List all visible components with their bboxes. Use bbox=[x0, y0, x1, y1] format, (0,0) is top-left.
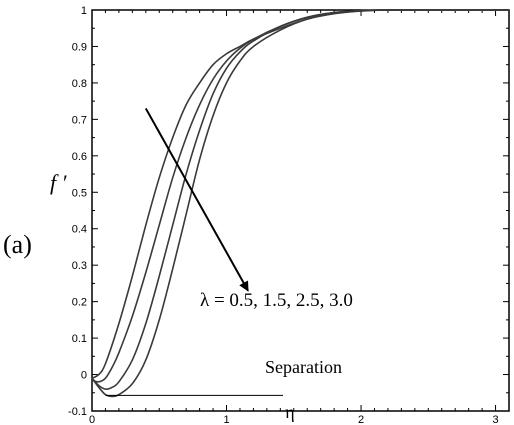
separation-label: Separation bbox=[265, 357, 342, 377]
x-tick-label: 1 bbox=[223, 414, 229, 425]
plot-frame bbox=[92, 10, 509, 411]
y-tick-label: 0.3 bbox=[72, 260, 87, 272]
y-tick-label: 1 bbox=[81, 5, 87, 17]
lambda-arrow bbox=[146, 108, 248, 290]
y-tick-label: 0.4 bbox=[72, 224, 87, 236]
series-line-1 bbox=[92, 10, 509, 378]
y-tick-label: 0.2 bbox=[72, 297, 87, 309]
y-tick-label: 0.9 bbox=[72, 41, 87, 53]
y-tick-label: -0.1 bbox=[68, 406, 87, 418]
x-tick-label: 0 bbox=[89, 414, 95, 425]
x-axis-label: η bbox=[285, 402, 294, 422]
y-tick-label: 0.1 bbox=[72, 333, 87, 345]
panel-label: (a) bbox=[3, 230, 32, 259]
x-tick-label: 2 bbox=[358, 414, 364, 425]
y-tick-label: 0.5 bbox=[72, 187, 87, 199]
y-axis-label: f ′ bbox=[50, 170, 68, 195]
y-tick-label: 0.7 bbox=[72, 114, 87, 126]
y-tick-label: 0 bbox=[81, 370, 87, 382]
y-tick-label: 0.8 bbox=[72, 78, 87, 90]
annotation-layer bbox=[105, 108, 283, 395]
series-line-3 bbox=[92, 10, 509, 389]
x-tick-label: 3 bbox=[492, 414, 498, 425]
y-tick-label: 0.6 bbox=[72, 151, 87, 163]
series-layer bbox=[92, 10, 509, 397]
lambda-label: λ = 0.5, 1.5, 2.5, 3.0 bbox=[200, 290, 353, 311]
series-line-4 bbox=[92, 10, 509, 396]
